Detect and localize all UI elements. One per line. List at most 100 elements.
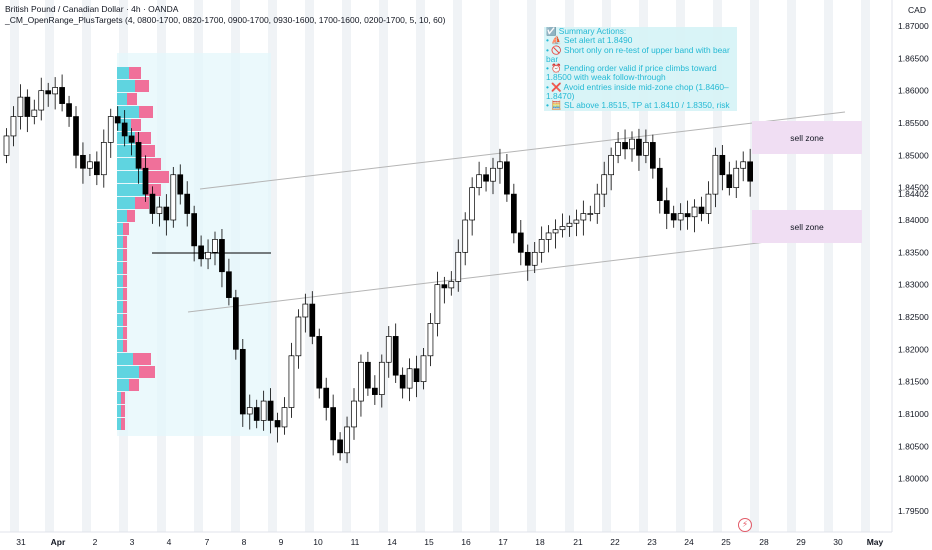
candle-body: [448, 281, 455, 289]
session-band: [639, 0, 648, 532]
volume-profile-bar: [135, 80, 149, 92]
candle-body: [253, 407, 260, 421]
volume-profile-bar: [117, 353, 133, 365]
candle-body: [337, 439, 343, 454]
candle-body: [413, 368, 420, 383]
candle-body: [691, 206, 698, 218]
candle-body: [198, 245, 204, 260]
volume-profile-bar: [121, 392, 125, 404]
summary-actions-note: ☑️ Summary Actions: • ⛵ Set alert at 1.8…: [544, 27, 737, 111]
candle-body: [656, 167, 663, 201]
price-tick-label: 1.86000: [898, 86, 929, 96]
price-tick-label: 1.84000: [898, 215, 929, 225]
candle-body: [107, 116, 114, 143]
candle-body: [121, 122, 128, 137]
candle-body: [365, 361, 371, 389]
candle-body: [135, 142, 142, 169]
volume-profile-bar: [135, 132, 151, 144]
session-band: [379, 0, 388, 532]
volume-profile-bar: [133, 353, 151, 365]
volume-profile-bar: [127, 210, 135, 222]
volume-profile-bar: [117, 418, 121, 430]
candle-body: [31, 109, 38, 117]
price-tick-label: 1.81500: [898, 377, 929, 387]
price-tick-label: 1.82500: [898, 312, 929, 322]
candle-body: [643, 142, 649, 156]
price-tick-label: 1.82000: [898, 344, 929, 354]
symbol-title[interactable]: British Pound / Canadian Dollar · 4h · O…: [5, 4, 179, 14]
candle-body: [566, 222, 573, 227]
candle-body: [524, 251, 531, 266]
candle-body: [490, 167, 496, 182]
indicator-legend[interactable]: _CM_OpenRange_PlusTargets (4, 0800-1700,…: [5, 15, 446, 25]
time-tick-label: 2: [93, 537, 98, 547]
candle-body: [511, 193, 517, 234]
volume-profile-bar: [117, 392, 121, 404]
time-tick-label: 17: [498, 537, 508, 547]
candle-body: [142, 167, 149, 195]
candle-body: [351, 400, 357, 428]
time-tick-label: 9: [279, 537, 284, 547]
candle-body: [698, 206, 705, 214]
candle-body: [601, 174, 608, 195]
volume-profile-bar: [123, 223, 129, 235]
volume-profile-bar: [121, 405, 125, 417]
volume-profile-bar: [123, 301, 127, 313]
candle-body: [372, 387, 378, 395]
candle-body: [552, 229, 559, 234]
volume-profile-bar: [123, 288, 127, 300]
time-tick-label: 21: [573, 537, 583, 547]
candle-body: [392, 336, 399, 376]
note-line: • ⛵ Set alert at 1.8490: [546, 35, 633, 46]
sell-zone-upper[interactable]: sell zone: [752, 121, 862, 154]
volume-profile-bar: [117, 314, 123, 326]
candle-body: [156, 206, 163, 214]
price-tick-label: 1.86500: [898, 53, 929, 63]
time-tick-label: 22: [610, 537, 620, 547]
candle-body: [38, 90, 45, 111]
candle-body: [399, 374, 406, 389]
volume-profile-bar: [131, 119, 141, 131]
time-tick-label: 30: [833, 537, 843, 547]
time-tick-label: 28: [759, 537, 769, 547]
candle-body: [712, 154, 719, 195]
volume-profile-bar: [117, 327, 123, 339]
session-band: [45, 0, 54, 532]
session-band: [10, 0, 19, 532]
lightning-icon[interactable]: ⚡: [738, 518, 752, 532]
candle-body: [170, 174, 177, 221]
volume-profile-bar: [139, 366, 155, 378]
volume-profile-bar: [117, 288, 123, 300]
candle-body: [100, 142, 107, 176]
candle-body: [545, 232, 552, 240]
volume-profile-bar: [123, 236, 127, 248]
candle-body: [274, 420, 281, 428]
volume-profile-bar: [123, 249, 127, 261]
volume-profile-bar: [127, 93, 137, 105]
candle-body: [330, 407, 336, 441]
time-tick-label: 4: [167, 537, 172, 547]
volume-profile-bar: [117, 145, 137, 157]
candle-body: [344, 426, 350, 454]
time-tick-label: 3: [130, 537, 135, 547]
candle-body: [358, 361, 364, 402]
candle-body: [573, 219, 580, 224]
candle-body: [427, 323, 434, 357]
volume-profile-bar: [123, 327, 127, 339]
price-tick-label: 1.84500: [898, 183, 929, 193]
currency-label: CAD: [908, 5, 926, 15]
price-tick-label: 1.85000: [898, 150, 929, 160]
candle-body: [684, 213, 691, 218]
volume-profile-bar: [117, 80, 135, 92]
volume-profile-bar: [141, 158, 161, 170]
candle-body: [149, 193, 156, 214]
candle-body: [517, 232, 524, 253]
candle-body: [233, 297, 239, 350]
candle-body: [93, 161, 100, 176]
candle-body: [615, 142, 621, 156]
candle-body: [483, 174, 489, 182]
time-tick-label: 8: [242, 537, 247, 547]
sell-zone-lower[interactable]: sell zone: [752, 210, 862, 243]
candle-body: [434, 284, 441, 324]
